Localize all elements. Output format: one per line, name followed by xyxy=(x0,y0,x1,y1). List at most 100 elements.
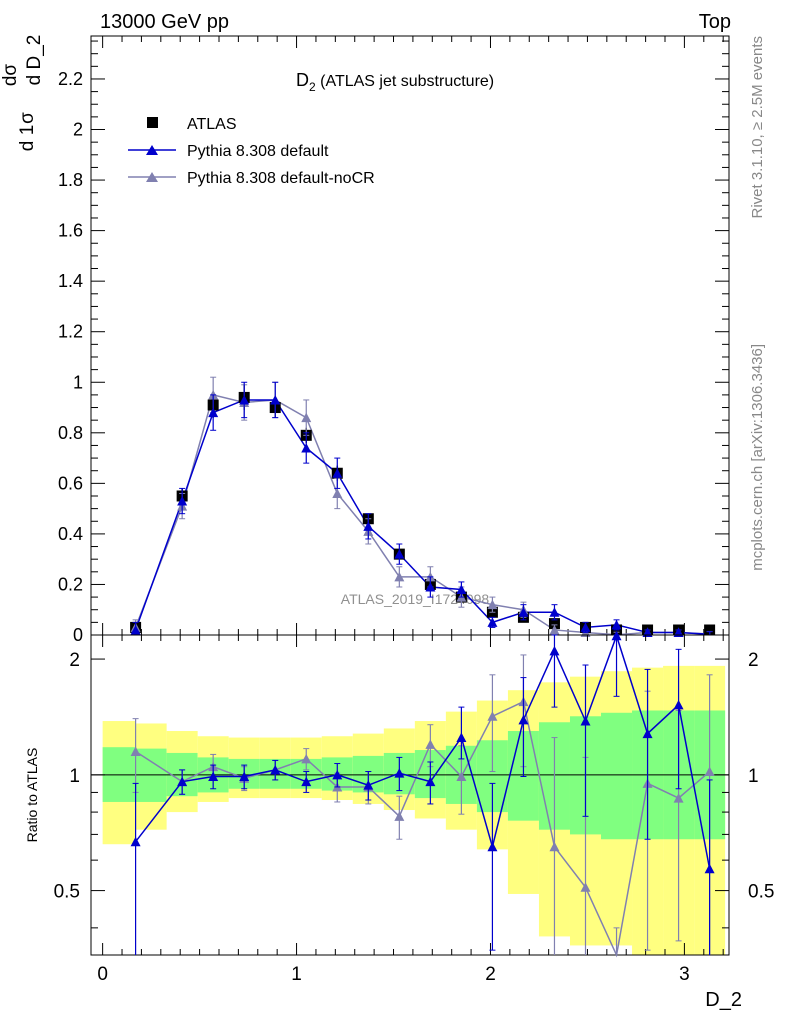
ratio-point xyxy=(673,793,684,803)
ratio-point xyxy=(549,841,560,852)
mc-point xyxy=(363,521,374,531)
y-tick-label-main: 1.2 xyxy=(58,322,83,342)
y-tick-label-main: 0.8 xyxy=(58,423,83,443)
watermark: ATLAS_2019_I1724098 xyxy=(341,591,490,607)
ylabel-dsigma: dσ xyxy=(0,64,21,87)
y-tick-label-main: 1 xyxy=(73,372,83,392)
ratio-point xyxy=(487,711,498,721)
ratio-point xyxy=(487,841,498,852)
mc-point xyxy=(549,624,560,635)
ylabel-one: 1 xyxy=(17,125,38,136)
main-title: D2 (ATLAS jet substructure) xyxy=(296,70,494,94)
mc-point xyxy=(518,607,529,617)
atlas-point xyxy=(548,618,560,630)
legend-item-atlas: ATLAS xyxy=(147,116,237,133)
ratio-point xyxy=(301,776,312,787)
mc-point xyxy=(487,599,498,610)
ratio-point xyxy=(130,836,141,847)
main-ylabel: 1 σ d dσ d D_2 xyxy=(0,35,45,152)
legend-item-default: Pythia 8.308 default xyxy=(128,143,329,160)
ratio-point xyxy=(580,716,591,726)
header-right: Top xyxy=(699,11,731,33)
mc-point xyxy=(456,584,467,595)
rivet-label: Rivet 3.1.10, ≥ 2.5M events xyxy=(749,36,766,219)
y-tick-label-main: 2 xyxy=(73,120,83,140)
mc-point xyxy=(301,412,312,423)
y-tick-label-main: 0.6 xyxy=(58,473,83,493)
mc-point xyxy=(270,394,281,405)
xlabel: D_2 xyxy=(705,989,742,1011)
ratio-point xyxy=(363,780,374,790)
legend-label-default: Pythia 8.308 default xyxy=(187,143,329,160)
mc-point xyxy=(301,442,312,453)
ratio-point xyxy=(301,753,312,764)
y-tick-label-ratio: 2 xyxy=(69,650,80,671)
main-title-rest: (ATLAS jet substructure) xyxy=(316,73,494,90)
ratio-point xyxy=(580,882,591,892)
ratio-point xyxy=(549,645,560,656)
y-tick-label-main: 2.2 xyxy=(58,69,83,89)
x-tick-label: 2 xyxy=(485,964,496,985)
mc-point xyxy=(394,571,405,582)
mc-point xyxy=(580,622,591,632)
ratio-point xyxy=(130,746,141,756)
y-tick-label-ratio-right: 1 xyxy=(748,766,759,787)
ratio-point xyxy=(673,699,684,710)
y-tick-label-ratio: 0.5 xyxy=(54,882,80,903)
mc-point xyxy=(549,607,560,617)
x-tick-label: 1 xyxy=(291,964,302,985)
y-tick-label-ratio: 1 xyxy=(69,766,80,787)
mc-point xyxy=(394,549,405,559)
mc-point xyxy=(611,619,622,630)
ylabel-dD2: d D_2 xyxy=(24,35,45,86)
y-tick-label-ratio-right: 0.5 xyxy=(748,882,774,903)
y-tick-label-main: 0.2 xyxy=(58,574,83,594)
ratio-ylabel: Ratio to ATLAS xyxy=(24,748,40,843)
y-tick-label-main: 0 xyxy=(73,625,83,645)
ylabel-sigma: σ xyxy=(17,112,38,124)
main-panel: 0 0.2 0.4 0.6 0.8 1 1.2 1.4 1.6 1.8 2 2.2 xyxy=(58,35,730,645)
ylabel-d: d xyxy=(17,141,38,152)
ratio-frame xyxy=(90,634,730,956)
y-tick-label-ratio-right: 2 xyxy=(748,650,759,671)
band-inner xyxy=(601,712,633,840)
mc-point xyxy=(130,624,141,635)
x-tick-label: 3 xyxy=(679,964,690,985)
ratio-point xyxy=(332,769,343,780)
mc-point xyxy=(332,468,343,478)
x-tick-label: 0 xyxy=(97,964,108,985)
y-tick-label-main: 0.4 xyxy=(58,524,83,544)
y-tick-label-main: 1.8 xyxy=(58,170,83,190)
mc-point xyxy=(487,617,498,627)
mc-point xyxy=(239,394,250,405)
ratio-point xyxy=(456,771,467,782)
legend: ATLAS Pythia 8.308 default Pythia 8.308 … xyxy=(128,116,375,187)
ratio-point xyxy=(456,732,467,743)
y-tick-label-main: 1.6 xyxy=(58,221,83,241)
ratio-point xyxy=(394,811,405,821)
legend-item-nocr: Pythia 8.308 default-noCR xyxy=(128,170,375,187)
y-tick-label-main: 1.4 xyxy=(58,271,83,291)
ratio-point xyxy=(704,766,715,777)
mcplots-label: mcplots.cern.ch [arXiv:1306.3436] xyxy=(749,344,766,571)
ratio-point xyxy=(642,728,653,739)
ratio-point xyxy=(518,714,529,725)
atlas-point xyxy=(704,624,716,636)
ratio-point xyxy=(425,739,436,749)
main-title-d: D xyxy=(296,70,309,90)
ratio-panel: 0 1 2 3 0.5 0.5 1 1 2 2 xyxy=(54,630,774,985)
ratio-point xyxy=(704,863,715,874)
ratio-point xyxy=(394,768,405,778)
ratio-point xyxy=(270,764,281,775)
main-title-sub: 2 xyxy=(309,80,316,94)
ratio-point xyxy=(239,771,250,782)
mc-point xyxy=(177,496,188,506)
ratio-point xyxy=(208,771,219,782)
mc-point xyxy=(425,581,436,592)
ratio-point xyxy=(177,776,188,787)
header-left: 13000 GeV pp xyxy=(100,11,229,33)
mc-point xyxy=(332,488,343,498)
mc-point xyxy=(208,407,219,418)
ratio-point xyxy=(611,630,622,641)
